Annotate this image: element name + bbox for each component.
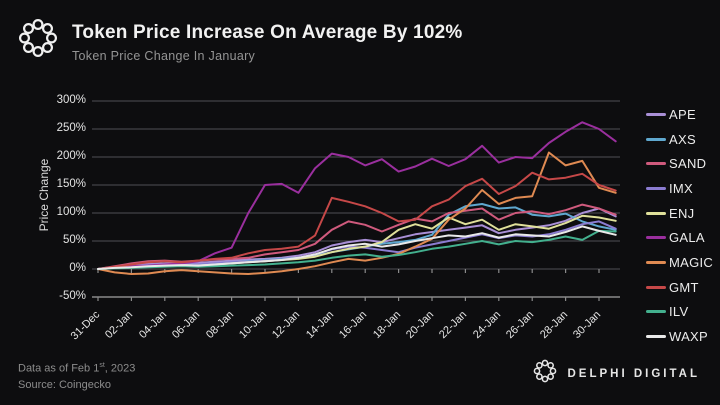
legend: APE AXS SAND IMX ENJ GALA MAGIC GMT ILV WAXP — [646, 102, 713, 349]
data-as-of-note: Data as of Feb 1st, 2023 — [18, 362, 136, 375]
legend-item-MAGIC: MAGIC — [646, 250, 713, 275]
series-line-ILV — [97, 229, 617, 270]
delphi-logo-icon — [16, 16, 60, 65]
y-tick-label: -50% — [59, 290, 86, 302]
legend-swatch — [646, 335, 666, 339]
legend-label: SAND — [669, 156, 707, 172]
y-tick-label: 100% — [56, 206, 86, 218]
legend-item-APE: APE — [646, 102, 713, 127]
legend-swatch — [646, 310, 666, 314]
legend-item-AXS: AXS — [646, 127, 713, 152]
header: Token Price Increase On Average By 102% … — [16, 16, 462, 65]
series-line-WAXP — [97, 225, 617, 270]
source-note: Source: Coingecko — [18, 379, 111, 391]
y-tick-label: 250% — [56, 122, 86, 134]
legend-item-WAXP: WAXP — [646, 324, 713, 349]
legend-label: GMT — [669, 279, 699, 295]
series-line-MAGIC — [97, 151, 617, 275]
legend-label: APE — [669, 106, 696, 122]
legend-swatch — [646, 162, 666, 166]
legend-item-ILV: ILV — [646, 300, 713, 325]
legend-label: AXS — [669, 131, 696, 147]
legend-swatch — [646, 285, 666, 289]
legend-label: WAXP — [669, 329, 709, 345]
y-tick-label: 0% — [69, 262, 86, 274]
footer-note: Data as of Feb 1st, 2023 Source: Coingec… — [18, 358, 135, 393]
legend-item-IMX: IMX — [646, 176, 713, 201]
legend-label: ILV — [669, 304, 689, 320]
legend-label: MAGIC — [669, 254, 714, 270]
series-line-GALA — [97, 121, 617, 270]
series-line-GMT — [97, 171, 617, 270]
header-titles: Token Price Increase On Average By 102% … — [72, 16, 462, 63]
legend-item-GALA: GALA — [646, 225, 713, 250]
y-tick-label: 50% — [62, 234, 86, 246]
legend-swatch — [646, 211, 666, 215]
chart-title: Token Price Increase On Average By 102% — [72, 22, 463, 43]
legend-item-ENJ: ENJ — [646, 201, 713, 226]
y-tick-label: 300% — [56, 94, 86, 106]
legend-swatch — [646, 236, 666, 240]
legend-swatch — [646, 112, 666, 116]
brand-footer: DELPHI DIGITAL — [532, 358, 700, 389]
y-tick-label: 150% — [56, 178, 86, 190]
legend-item-SAND: SAND — [646, 151, 713, 176]
brand-wordmark: DELPHI DIGITAL — [567, 367, 700, 380]
legend-label: ENJ — [669, 205, 695, 221]
y-tick-label: 200% — [56, 150, 86, 162]
legend-label: GALA — [669, 230, 705, 246]
legend-swatch — [646, 186, 666, 190]
legend-item-GMT: GMT — [646, 275, 713, 300]
delphi-footer-logo-icon — [532, 358, 558, 389]
legend-swatch — [646, 260, 666, 264]
legend-label: IMX — [669, 180, 694, 196]
plot-svg — [92, 100, 620, 301]
chart-subtitle: Token Price Change In January — [72, 49, 256, 63]
legend-swatch — [646, 137, 666, 141]
